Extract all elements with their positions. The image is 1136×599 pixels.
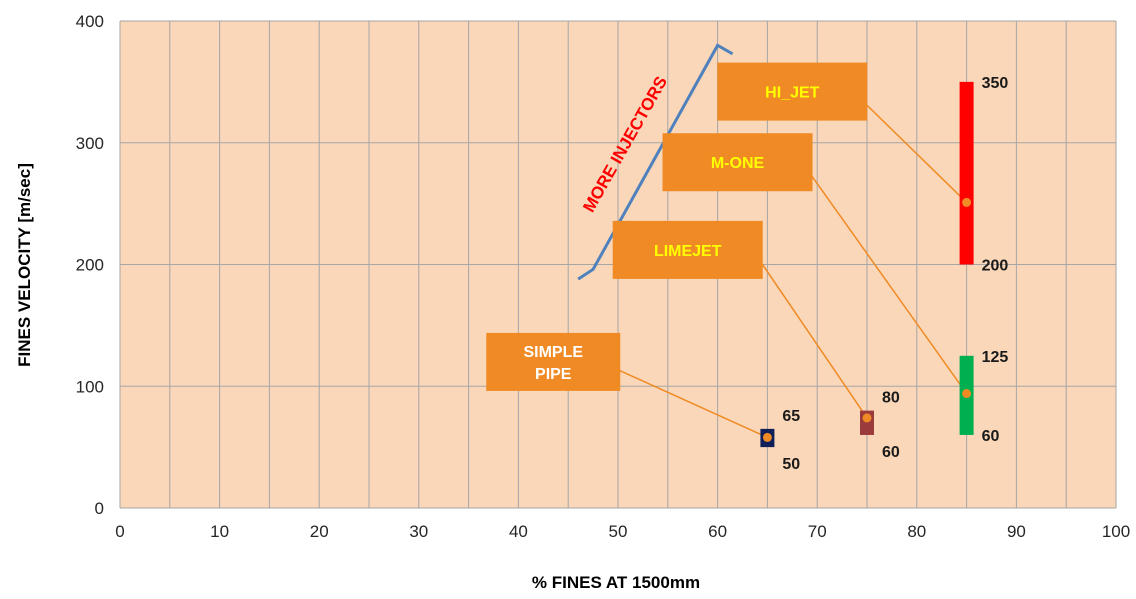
x-tick-label: 20 (310, 522, 329, 541)
y-tick-label: 0 (95, 499, 104, 518)
series-label-text: PIPE (535, 366, 572, 383)
x-axis-title: % FINES AT 1500mm (532, 573, 700, 592)
range-high-label: 80 (882, 390, 900, 407)
connector-line (864, 103, 968, 203)
series-label-text: SIMPLE (523, 344, 583, 361)
series-label-text: M-ONE (711, 155, 765, 172)
x-tick-label: 0 (115, 522, 124, 541)
range-bar (959, 81, 974, 265)
range-low-label: 200 (982, 258, 1009, 275)
x-tick-label: 30 (409, 522, 428, 541)
range-low-label: 50 (782, 456, 800, 473)
series-label-boxes: SIMPLE PIPE LIMEJET M-ONE HI_JET (486, 62, 868, 391)
x-tick-label: 100 (1102, 522, 1130, 541)
x-tick-label: 80 (907, 522, 926, 541)
bracket-line (577, 43, 734, 281)
range-point (962, 197, 972, 207)
x-tick-label: 60 (708, 522, 727, 541)
series-label-text: HI_JET (765, 85, 819, 102)
x-tick-label: 10 (210, 522, 229, 541)
range-value-labels: 65 50 80 60 125 60 350 200 (782, 75, 1008, 473)
series-label-box (717, 62, 868, 121)
range-point (762, 432, 772, 442)
y-axis-title: FINES VELOCITY [m/sec] (15, 163, 34, 367)
connector-line (809, 173, 968, 394)
tick-labels: 0 10 20 30 40 50 60 70 80 90 100 0 100 200 300 400 (76, 12, 1131, 541)
range-low-label: 60 (982, 428, 1000, 445)
more-injectors-bracket (577, 43, 734, 281)
range-point (862, 413, 872, 423)
range-high-label: 65 (782, 408, 800, 425)
series-label-text: LIMEJET (654, 243, 722, 260)
series-label-box (486, 332, 621, 391)
y-tick-label: 400 (76, 12, 104, 31)
range-high-label: 125 (982, 349, 1009, 366)
connector-line (617, 369, 768, 439)
range-points (762, 197, 972, 442)
range-low-label: 60 (882, 444, 900, 461)
range-point (962, 389, 972, 399)
x-tick-label: 70 (808, 522, 827, 541)
y-tick-label: 300 (76, 134, 104, 153)
x-tick-label: 40 (509, 522, 528, 541)
y-tick-label: 200 (76, 256, 104, 275)
series-label-box (612, 220, 763, 279)
connector-lines (617, 103, 968, 439)
series-label-box (662, 133, 813, 192)
x-tick-label: 90 (1007, 522, 1026, 541)
y-tick-label: 100 (76, 377, 104, 396)
range-high-label: 350 (982, 75, 1009, 92)
connector-line (760, 261, 868, 419)
x-tick-label: 50 (609, 522, 628, 541)
